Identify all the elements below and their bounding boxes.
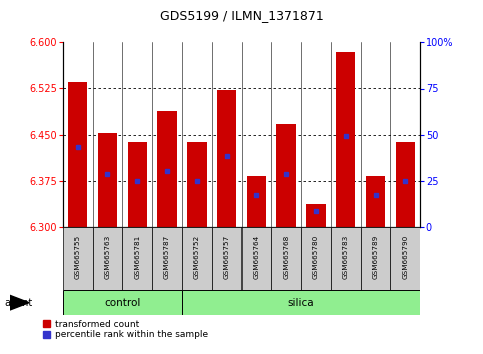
Bar [68, 82, 87, 227]
Bar [331, 227, 361, 290]
Bar [212, 227, 242, 290]
Text: GSM665768: GSM665768 [283, 235, 289, 279]
Bar [63, 290, 182, 315]
Bar [301, 227, 331, 290]
Bar [98, 133, 117, 227]
Polygon shape [10, 295, 29, 310]
Bar [361, 227, 390, 290]
Text: GDS5199 / ILMN_1371871: GDS5199 / ILMN_1371871 [159, 9, 324, 22]
Bar [366, 176, 385, 227]
Text: agent: agent [5, 298, 33, 308]
Text: GSM665755: GSM665755 [75, 235, 81, 279]
Bar [336, 52, 355, 227]
Bar [247, 176, 266, 227]
Bar [93, 227, 122, 290]
Text: control: control [104, 298, 141, 308]
Bar [187, 143, 207, 227]
Bar [157, 111, 177, 227]
Bar [217, 90, 236, 227]
Text: GSM665763: GSM665763 [104, 235, 111, 279]
Bar [271, 227, 301, 290]
Legend: transformed count, percentile rank within the sample: transformed count, percentile rank withi… [43, 320, 208, 339]
Bar [276, 124, 296, 227]
Bar [122, 227, 152, 290]
Text: GSM665787: GSM665787 [164, 235, 170, 279]
Text: silica: silica [288, 298, 314, 308]
Bar [306, 204, 326, 227]
Text: GSM665790: GSM665790 [402, 235, 408, 279]
Text: GSM665752: GSM665752 [194, 235, 200, 279]
Text: GSM665757: GSM665757 [224, 235, 229, 279]
Bar [128, 142, 147, 227]
Text: GSM665781: GSM665781 [134, 235, 140, 279]
Bar [63, 227, 93, 290]
Bar [182, 227, 212, 290]
Bar [396, 142, 415, 227]
Bar [182, 290, 420, 315]
Text: GSM665783: GSM665783 [343, 235, 349, 279]
Text: GSM665764: GSM665764 [254, 235, 259, 279]
Bar [242, 227, 271, 290]
Bar [390, 227, 420, 290]
Bar [152, 227, 182, 290]
Text: GSM665789: GSM665789 [372, 235, 379, 279]
Text: GSM665780: GSM665780 [313, 235, 319, 279]
